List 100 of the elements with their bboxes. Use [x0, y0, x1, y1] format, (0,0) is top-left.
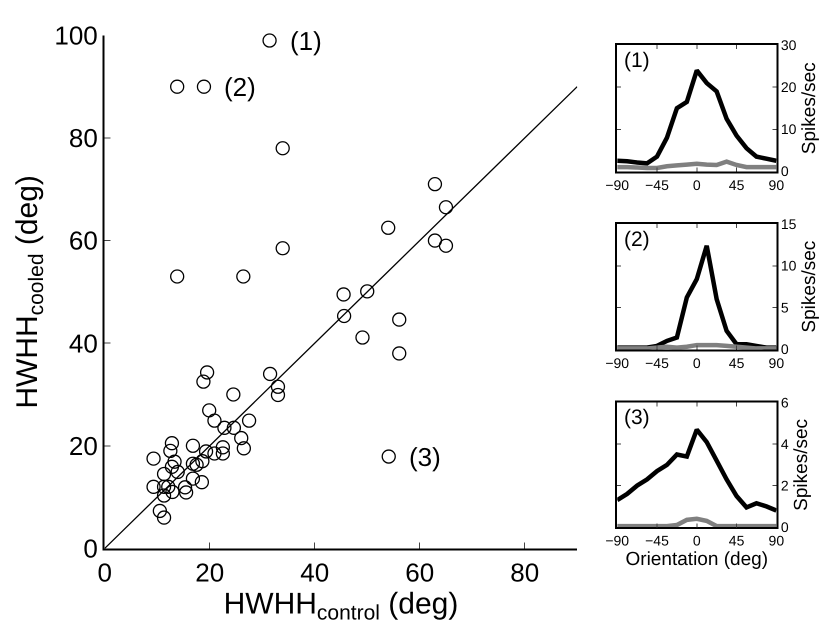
annotation: (1)	[290, 26, 322, 56]
x-tick-label: 20	[195, 557, 224, 588]
point	[178, 485, 194, 500]
point	[216, 440, 230, 454]
point	[170, 464, 185, 480]
point	[270, 380, 286, 394]
point	[336, 308, 352, 324]
y-tick-label: 2	[780, 478, 789, 494]
x-tick-label: 0	[692, 176, 701, 193]
y-axis-title: Spikes/sec	[791, 418, 812, 511]
point	[156, 488, 172, 503]
point	[262, 33, 277, 48]
point	[152, 504, 168, 518]
point	[381, 220, 396, 235]
point	[164, 460, 180, 474]
y-tick-label: 0	[780, 519, 789, 536]
point	[438, 200, 454, 214]
x-tick-label: 60	[405, 557, 434, 588]
point	[336, 287, 351, 302]
point	[189, 458, 204, 472]
point	[216, 446, 230, 461]
point	[428, 233, 442, 248]
point	[217, 420, 232, 435]
y-tick-label: 4	[780, 436, 789, 452]
x-tick-label: −45	[645, 532, 670, 549]
x-tick-label: 45	[728, 532, 745, 549]
point	[170, 80, 184, 94]
point	[392, 346, 406, 361]
point	[186, 438, 200, 453]
x-tick-label: 90	[768, 176, 784, 193]
y-tick-label: 100	[54, 20, 98, 50]
y-axis-title: Spikes/sec	[798, 240, 820, 333]
point	[236, 269, 250, 284]
x-tick-label: −90	[605, 532, 630, 549]
x-tick-label: 90	[768, 532, 784, 549]
y-axis-title: Spikes/sec	[798, 62, 820, 154]
y-tick-label: 15	[780, 216, 797, 232]
point	[198, 444, 214, 459]
y-tick-label: 0	[780, 163, 789, 180]
x-tick-label: 0	[692, 354, 701, 371]
annotation: (3)	[624, 406, 650, 429]
point	[196, 80, 212, 94]
annotation: (2)	[224, 72, 256, 102]
y-tick-label: 30	[780, 37, 797, 54]
point	[360, 284, 374, 299]
point	[178, 480, 192, 494]
x-tick-label: 45	[728, 354, 745, 371]
annotation: (3)	[409, 442, 441, 472]
point	[202, 403, 216, 418]
x-tick-label: −90	[605, 354, 630, 371]
point	[226, 420, 242, 435]
point	[156, 466, 172, 482]
x-tick-label: 40	[300, 557, 330, 588]
point	[170, 269, 184, 284]
x-tick-label: −45	[645, 354, 670, 371]
y-tick-label: 20	[68, 430, 98, 461]
point	[161, 480, 176, 494]
point	[207, 446, 222, 461]
line-series	[617, 516, 776, 528]
y-tick-label: 5	[780, 299, 789, 316]
x-tick-label: −90	[605, 176, 630, 193]
annotation: (1)	[624, 49, 650, 72]
point	[156, 480, 172, 494]
y-tick-label: 0	[780, 341, 789, 358]
point	[200, 365, 214, 380]
x-axis-title: HWHH$_{control}$ (deg)	[224, 587, 458, 625]
point	[165, 484, 180, 500]
point	[270, 388, 286, 402]
point	[186, 456, 200, 471]
x-tick-label: 80	[510, 557, 540, 588]
x-tick-label: 90	[768, 354, 784, 371]
y-tick-label: 10	[780, 121, 797, 138]
point	[236, 441, 251, 456]
y-tick-label: 80	[68, 123, 98, 154]
line-series	[617, 159, 776, 170]
point	[242, 413, 256, 428]
x-axis-title: Orientation (deg)	[625, 548, 768, 570]
y-tick-label: 20	[780, 79, 797, 96]
point	[196, 374, 211, 389]
point	[276, 241, 290, 256]
point	[186, 471, 200, 486]
x-tick-label: 0	[692, 532, 701, 549]
point	[156, 510, 172, 525]
point	[438, 238, 454, 253]
point	[146, 480, 161, 494]
point	[234, 430, 248, 446]
annotation: (2)	[624, 228, 650, 251]
point	[262, 366, 278, 382]
point	[276, 141, 290, 156]
point	[207, 413, 222, 428]
y-tick-label: 60	[68, 226, 98, 256]
point	[195, 454, 210, 468]
point	[428, 177, 442, 192]
point	[164, 436, 180, 450]
point	[392, 312, 406, 327]
point	[355, 330, 370, 345]
x-tick-label: 45	[728, 176, 745, 193]
point	[167, 454, 182, 469]
point	[146, 451, 161, 466]
point	[163, 444, 178, 458]
